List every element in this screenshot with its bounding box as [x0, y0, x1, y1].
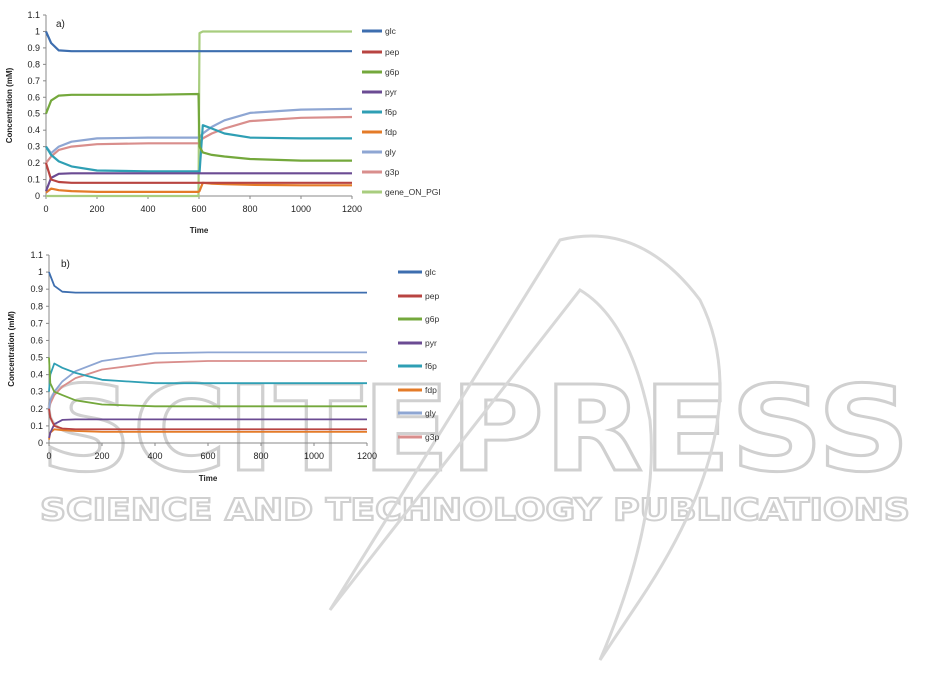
x-tick-label: 1200 [357, 451, 377, 461]
series-line-gly [48, 351, 367, 409]
x-tick-label: 200 [94, 451, 109, 461]
legend-label-fdp: fdp [385, 127, 397, 137]
y-tick-label: 0.4 [30, 370, 43, 380]
series-line-glc [44, 31, 352, 53]
series-line-f6p [45, 124, 352, 175]
y-tick-label: 1.1 [27, 10, 40, 20]
y-tick-label: 0.8 [30, 301, 43, 311]
legend-label-pyr: pyr [385, 87, 397, 97]
legend-label-g6p: g6p [385, 67, 399, 77]
y-tick-label: 0.2 [27, 158, 40, 168]
y-tick-label: 0 [35, 191, 40, 201]
series-line-pyr [44, 172, 352, 192]
y-tick-label: 0.4 [27, 125, 40, 135]
x-tick-label: 200 [89, 204, 104, 214]
watermark-tagline: SCIENCE AND TECHNOLOGY PUBLICATIONS [40, 493, 910, 528]
legend-label-f6p: f6p [425, 361, 437, 371]
x-tick-label: 0 [46, 451, 51, 461]
y-axis-label: Concentration (mM) [5, 67, 14, 143]
legend-label-glc: glc [385, 26, 397, 36]
series-line-glc [48, 271, 367, 294]
series-line-pyr [48, 418, 367, 439]
legend-label-g3p: g3p [425, 432, 439, 442]
y-tick-label: 0.3 [30, 387, 43, 397]
legend-label-pep: pep [385, 47, 399, 57]
y-tick-label: 0.7 [27, 76, 40, 86]
y-tick-label: 0.1 [30, 421, 43, 431]
watermark-swoosh [328, 234, 722, 661]
y-tick-label: 1 [35, 26, 40, 36]
series-line-fdp [48, 428, 367, 440]
series-line-pep [48, 408, 367, 431]
x-axis-label: Time [199, 474, 218, 483]
legend-label-gly: gly [425, 408, 437, 418]
legend-label-g6p: g6p [425, 314, 439, 324]
y-tick-label: 0.5 [30, 353, 43, 363]
y-tick-label: 0.6 [27, 92, 40, 102]
x-tick-label: 0 [43, 204, 48, 214]
legend-label-f6p: f6p [385, 107, 397, 117]
x-tick-label: 800 [242, 204, 257, 214]
x-tick-label: 600 [200, 451, 215, 461]
legend-label-gly: gly [385, 147, 397, 157]
series-line-g6p [44, 92, 352, 162]
series-line-fdp [45, 181, 352, 194]
y-tick-label: 0.9 [27, 43, 40, 53]
legend-label-gene_ON_PGI: gene_ON_PGI [385, 187, 441, 197]
y-tick-label: 0.1 [27, 175, 40, 185]
legend-label-fdp: fdp [425, 385, 437, 395]
x-axis-label: Time [190, 226, 209, 235]
y-tick-label: 0.3 [27, 142, 40, 152]
y-tick-label: 0.6 [30, 335, 43, 345]
legend-label-pep: pep [425, 291, 439, 301]
series-line-g6p [48, 357, 367, 408]
y-axis-label: Concentration (mM) [7, 311, 16, 387]
watermark: SCITEPRESS SCIENCE AND TECHNOLOGY PUBLIC… [39, 234, 912, 661]
panel-label: b) [61, 259, 70, 270]
y-tick-label: 0.7 [30, 318, 43, 328]
y-tick-label: 1.1 [30, 250, 43, 260]
y-tick-label: 1 [38, 267, 43, 277]
legend-label-g3p: g3p [385, 167, 399, 177]
series-line-f6p [48, 362, 367, 392]
series-line-g3p [48, 360, 367, 410]
chart-a: 0 0.1 0.2 0.3 0.4 0.5 0.6 0.7 0.8 0.9 1 1.1 0 200 400 6… [5, 10, 441, 235]
x-tick-label: 800 [253, 451, 268, 461]
y-tick-label: 0.9 [30, 284, 43, 294]
y-tick-label: 0.2 [30, 404, 43, 414]
x-tick-label: 600 [191, 204, 206, 214]
x-tick-label: 1000 [304, 451, 324, 461]
y-tick-label: 0 [38, 438, 43, 448]
y-tick-label: 0.8 [27, 59, 40, 69]
x-tick-label: 400 [147, 451, 162, 461]
panel-label: a) [56, 19, 65, 30]
y-tick-label: 0.5 [27, 109, 40, 119]
x-tick-label: 1200 [342, 204, 362, 214]
legend-label-pyr: pyr [425, 338, 437, 348]
series-line-pep [44, 162, 352, 184]
legend-label-glc: glc [425, 267, 437, 277]
x-tick-label: 1000 [291, 204, 311, 214]
x-tick-label: 400 [140, 204, 155, 214]
chart-b: 0 0.1 0.2 0.3 0.4 0.5 0.6 0.7 0.8 0.9 1 1.1 0 200 400 6… [7, 250, 439, 483]
